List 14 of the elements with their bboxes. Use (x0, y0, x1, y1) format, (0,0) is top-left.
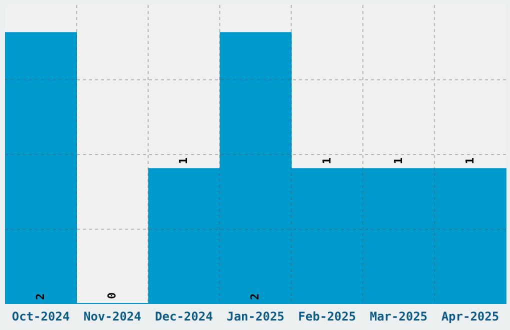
x-tick-label: Nov-2024 (83, 310, 142, 324)
data-label: 1 (392, 157, 405, 164)
data-label: 1 (177, 157, 190, 164)
x-tick-label: Apr-2025 (441, 310, 500, 324)
x-tick-label: Oct-2024 (12, 310, 70, 324)
data-label: 2 (34, 293, 48, 300)
x-tick-label: Dec-2024 (155, 310, 213, 324)
x-tick-label: Jan-2025 (226, 310, 284, 324)
data-label: 2 (248, 293, 262, 300)
data-label: 1 (463, 157, 476, 164)
data-label: 1 (320, 157, 334, 164)
x-tick-label: Mar-2025 (370, 310, 428, 324)
data-label: 0 (106, 292, 119, 299)
x-tick-label: Feb-2025 (298, 310, 356, 324)
